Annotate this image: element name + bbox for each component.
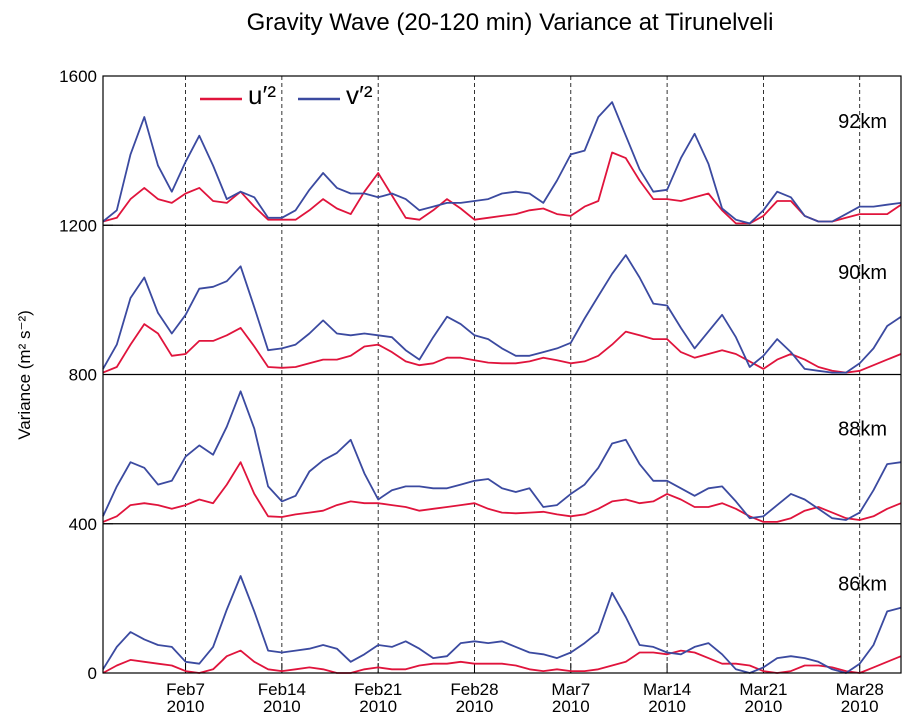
x-tick-label: 2010 <box>648 697 686 716</box>
y-tick-label: 800 <box>69 366 97 385</box>
y-tick-label: 0 <box>88 664 97 683</box>
series-line <box>102 101 902 225</box>
x-tick-label: Feb7 <box>166 680 205 699</box>
y-axis-label: Variance (m² s⁻²) <box>15 310 34 440</box>
panel-label: 86km <box>838 573 887 595</box>
x-tick-label: 2010 <box>552 697 590 716</box>
chart-title: Gravity Wave (20-120 min) Variance at Ti… <box>247 9 774 36</box>
x-tick-label: 2010 <box>841 697 879 716</box>
series-line <box>102 461 902 523</box>
plot-frame <box>102 75 902 674</box>
legend-label: v′² <box>346 80 373 110</box>
panel-label: 92km <box>838 111 887 133</box>
panel-label: 88km <box>838 419 887 441</box>
x-tick-label: 2010 <box>263 697 301 716</box>
series-line <box>102 390 902 521</box>
x-tick-label: Feb14 <box>258 680 306 699</box>
series-line <box>102 323 902 374</box>
x-tick-label: Mar14 <box>643 680 691 699</box>
legend-label: u′² <box>248 80 276 110</box>
x-tick-label: Mar21 <box>739 680 787 699</box>
x-tick-label: 2010 <box>744 697 782 716</box>
x-tick-label: 2010 <box>359 697 397 716</box>
series-line <box>102 649 902 674</box>
y-tick-label: 400 <box>69 515 97 534</box>
series-line <box>102 151 902 225</box>
y-tick-label: 1200 <box>59 216 97 235</box>
series-line <box>102 254 902 374</box>
x-tick-label: 2010 <box>167 697 205 716</box>
x-tick-label: 2010 <box>456 697 494 716</box>
series-line <box>102 575 902 674</box>
y-tick-label: 1600 <box>59 67 97 86</box>
panel-label: 90km <box>838 262 887 284</box>
x-tick-label: Feb21 <box>354 680 402 699</box>
x-tick-label: Mar7 <box>551 680 590 699</box>
x-tick-label: Feb28 <box>450 680 498 699</box>
x-tick-label: Mar28 <box>836 680 884 699</box>
